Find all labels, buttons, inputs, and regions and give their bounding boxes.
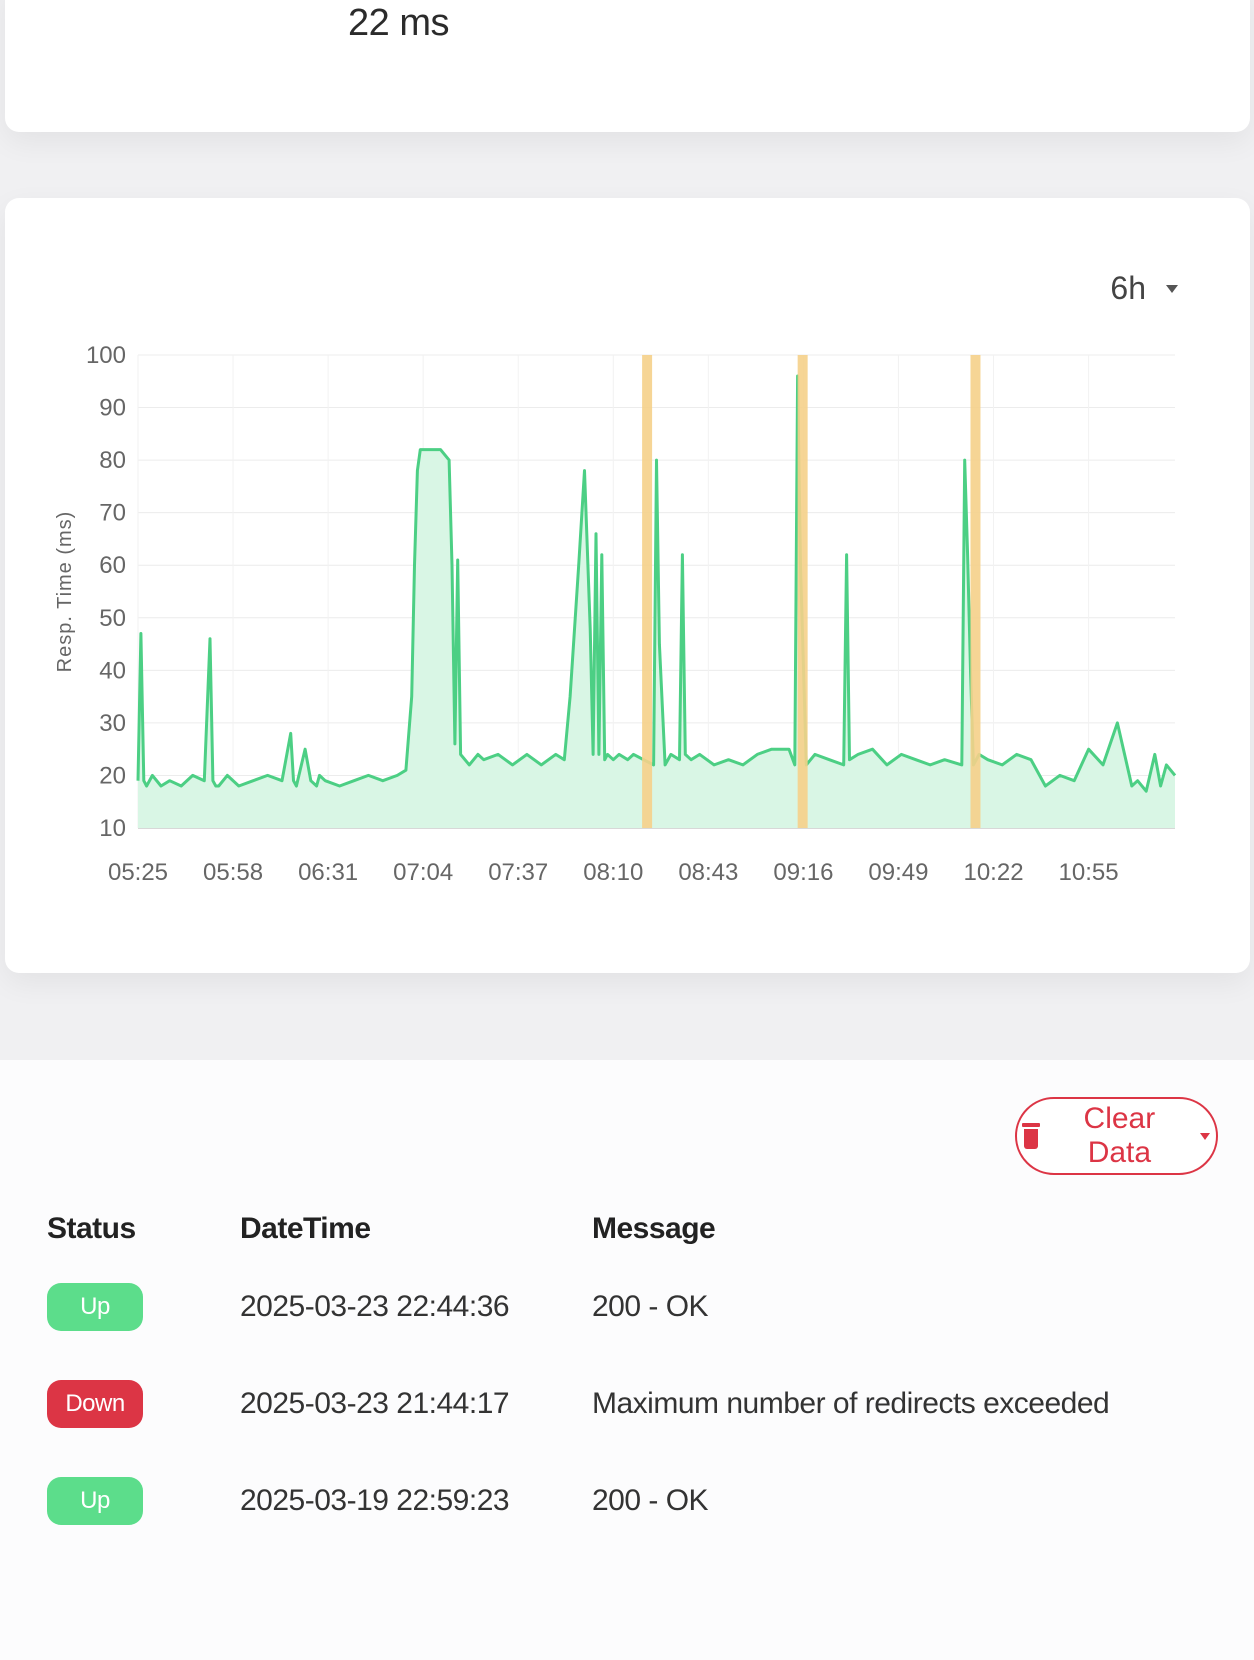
table-row: Up 2025-03-23 22:44:36 200 - OK [47,1258,1192,1355]
response-time-card: 22 ms [5,0,1250,132]
trash-icon [1022,1123,1040,1149]
response-time-chart: 10 20 30 40 50 60 70 80 90 100 05:25 05:58 06:31 07:0… [54,342,1177,886]
downtime-band [642,355,653,828]
x-tick-label: 10:22 [963,859,1023,886]
y-tick-label: 90 [99,395,126,422]
y-tick-label: 10 [99,815,126,842]
status-badge: Down [47,1379,143,1428]
status-badge: Up [47,1282,143,1331]
status-badge: Up [47,1476,143,1525]
y-tick-label: 50 [99,605,126,632]
clear-data-label: Clear Data [1083,1102,1156,1169]
x-tick-label: 07:04 [393,859,453,886]
table-row: Up 2025-03-19 22:59:23 200 - OK [47,1452,1192,1549]
clear-data-button[interactable]: Clear Data [1015,1097,1218,1175]
event-datetime: 2025-03-23 21:44:17 [240,1386,510,1420]
y-tick-label: 30 [99,710,126,737]
table-row: Down 2025-03-23 21:44:17 Maximum number … [47,1355,1192,1452]
event-message: 200 - OK [592,1483,709,1517]
y-tick-label: 80 [99,447,126,474]
x-tick-label: 09:49 [868,859,928,886]
x-tick-label: 05:58 [203,859,263,886]
events-table: Status DateTime Message Up 2025-03-23 22… [47,1200,1192,1549]
header-datetime: DateTime [240,1212,371,1245]
range-select[interactable]: 6h [1110,270,1178,307]
range-select-value: 6h [1110,270,1146,306]
event-datetime: 2025-03-19 22:59:23 [240,1483,510,1517]
y-tick-label: 40 [99,657,126,684]
x-tick-label: 05:25 [108,859,168,886]
x-tick-label: 07:37 [488,859,548,886]
x-tick-label: 09:16 [773,859,833,886]
y-tick-label: 60 [99,552,126,579]
y-tick-label: 20 [99,762,126,789]
chevron-down-icon [1166,284,1178,293]
x-tick-label: 08:43 [678,859,738,886]
event-datetime: 2025-03-23 22:44:36 [240,1289,510,1323]
event-message: 200 - OK [592,1289,709,1323]
response-time-value: 22 ms [348,2,449,44]
caret-down-icon [1200,1132,1210,1140]
series-line [136,374,1177,793]
chart-card: 6h 10 20 30 40 50 60 70 80 90 100 05:25 05:58 06:31 0… [5,198,1250,973]
downtime-band [970,355,981,828]
x-tick-label: 06:31 [298,859,358,886]
x-tick-label: 10:55 [1059,859,1119,886]
header-message: Message [592,1212,716,1245]
downtime-band [797,355,808,828]
y-axis-label: Resp. Time (ms) [54,511,76,673]
y-tick-label: 100 [86,342,126,369]
x-tick-label: 08:10 [583,859,643,886]
header-status: Status [47,1212,136,1245]
y-tick-label: 70 [99,500,126,527]
event-message: Maximum number of redirects exceeded [592,1386,1110,1420]
table-header-row: Status DateTime Message [47,1200,1192,1258]
